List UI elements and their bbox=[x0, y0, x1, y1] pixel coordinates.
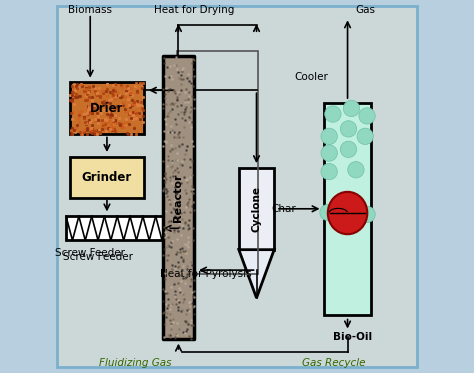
Text: Drier: Drier bbox=[90, 102, 124, 115]
Bar bbox=[241, 170, 272, 248]
Text: Screw Feeder: Screw Feeder bbox=[64, 251, 133, 261]
Text: Screw Feeder: Screw Feeder bbox=[55, 248, 125, 258]
Circle shape bbox=[343, 100, 360, 117]
Text: Cooler: Cooler bbox=[294, 72, 328, 82]
Text: Char: Char bbox=[271, 204, 296, 214]
Bar bbox=[177, 51, 258, 274]
Circle shape bbox=[321, 128, 337, 144]
Text: Heat for Drying: Heat for Drying bbox=[154, 5, 235, 15]
Circle shape bbox=[325, 106, 341, 122]
Circle shape bbox=[348, 162, 364, 178]
Ellipse shape bbox=[328, 192, 367, 234]
Bar bbox=[70, 82, 144, 135]
Circle shape bbox=[344, 201, 360, 217]
Text: Cyclone: Cyclone bbox=[252, 186, 262, 232]
Bar bbox=[324, 103, 371, 315]
Circle shape bbox=[359, 206, 375, 223]
Circle shape bbox=[320, 204, 336, 221]
Text: Gas Recycle: Gas Recycle bbox=[302, 358, 365, 368]
Text: Heat for Pyrolysis: Heat for Pyrolysis bbox=[160, 269, 251, 279]
Circle shape bbox=[340, 121, 356, 137]
Text: Fluidizing Gas: Fluidizing Gas bbox=[99, 358, 171, 368]
Text: Gas: Gas bbox=[355, 5, 375, 15]
Bar bbox=[66, 216, 181, 240]
Text: Bio-Oil: Bio-Oil bbox=[333, 332, 372, 342]
Circle shape bbox=[340, 141, 356, 157]
Text: Biomass: Biomass bbox=[68, 5, 112, 15]
Text: Grinder: Grinder bbox=[82, 171, 132, 184]
Circle shape bbox=[357, 128, 374, 144]
Bar bbox=[70, 157, 144, 198]
Bar bbox=[163, 56, 194, 339]
Bar bbox=[239, 168, 274, 250]
Text: Reactor: Reactor bbox=[173, 173, 183, 222]
Polygon shape bbox=[239, 250, 274, 298]
Circle shape bbox=[359, 108, 375, 124]
Circle shape bbox=[321, 145, 337, 161]
Circle shape bbox=[321, 163, 337, 180]
